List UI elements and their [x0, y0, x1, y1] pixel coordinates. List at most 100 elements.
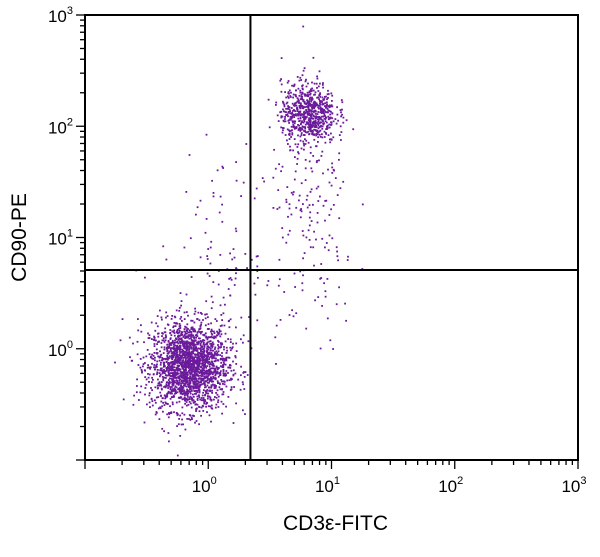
- data-point: [186, 391, 189, 393]
- data-point: [219, 335, 222, 338]
- data-point: [294, 126, 297, 129]
- data-point: [179, 386, 181, 389]
- data-point: [310, 99, 313, 102]
- data-point: [281, 236, 284, 239]
- data-point: [130, 359, 133, 362]
- data-point: [285, 102, 288, 105]
- data-point: [192, 382, 195, 385]
- data-point: [324, 111, 327, 113]
- data-point: [211, 341, 214, 344]
- data-point: [336, 113, 339, 116]
- data-point: [302, 274, 304, 277]
- data-point: [203, 342, 205, 344]
- data-point: [201, 354, 203, 357]
- data-point: [136, 353, 139, 356]
- data-point: [326, 103, 328, 106]
- data-point: [206, 328, 209, 330]
- data-point: [163, 363, 165, 366]
- data-point: [318, 98, 320, 101]
- data-point: [195, 334, 198, 337]
- data-point: [221, 412, 223, 415]
- data-point: [281, 165, 284, 168]
- data-point: [308, 224, 311, 227]
- data-point: [216, 389, 219, 392]
- data-point: [330, 110, 332, 113]
- data-point: [145, 355, 148, 358]
- data-point: [311, 126, 314, 128]
- data-point: [197, 355, 200, 358]
- data-point: [178, 350, 181, 352]
- data-point: [307, 130, 310, 133]
- data-point: [303, 134, 306, 136]
- data-point: [293, 178, 296, 181]
- data-point: [321, 305, 323, 307]
- data-point: [173, 351, 176, 354]
- data-point: [178, 329, 181, 332]
- data-point: [340, 139, 342, 141]
- data-point: [175, 353, 178, 356]
- data-point: [169, 361, 172, 364]
- data-point: [173, 381, 175, 383]
- data-point: [296, 110, 299, 112]
- data-point: [222, 361, 225, 364]
- data-point: [165, 395, 167, 398]
- data-point: [297, 134, 299, 137]
- data-point: [163, 394, 166, 397]
- data-point: [299, 139, 302, 142]
- data-point: [183, 413, 186, 416]
- data-point: [186, 344, 188, 347]
- data-point: [313, 230, 315, 233]
- data-point: [189, 419, 192, 421]
- data-point: [146, 366, 149, 369]
- data-point: [222, 296, 225, 299]
- data-point: [307, 126, 310, 129]
- data-point: [176, 353, 179, 356]
- data-point: [171, 388, 174, 391]
- data-point: [240, 338, 242, 341]
- data-point: [201, 340, 204, 342]
- data-point: [185, 401, 188, 403]
- data-point: [256, 255, 259, 257]
- data-point: [171, 351, 174, 354]
- data-point: [148, 394, 151, 397]
- data-point: [171, 379, 174, 382]
- data-point: [181, 363, 183, 365]
- data-point: [317, 96, 319, 99]
- data-point: [324, 96, 326, 98]
- data-point: [294, 170, 297, 173]
- data-point: [210, 398, 213, 401]
- data-point: [140, 330, 143, 333]
- data-point: [275, 363, 277, 365]
- data-point: [204, 324, 207, 327]
- data-point: [318, 70, 321, 73]
- data-point: [317, 90, 320, 92]
- data-point: [190, 390, 193, 392]
- data-point: [157, 341, 159, 343]
- data-point: [304, 117, 307, 120]
- data-point: [325, 133, 327, 135]
- data-point: [205, 375, 208, 378]
- data-point: [205, 336, 208, 339]
- data-point: [272, 176, 275, 179]
- data-point: [204, 400, 207, 403]
- data-point: [145, 378, 148, 381]
- data-point: [324, 290, 327, 293]
- data-point: [286, 101, 289, 104]
- data-point: [194, 349, 197, 352]
- data-point: [177, 423, 180, 426]
- data-point: [153, 338, 155, 341]
- data-point: [220, 344, 222, 346]
- data-point: [304, 80, 307, 83]
- data-point: [158, 356, 161, 358]
- data-point: [178, 364, 181, 367]
- data-point: [321, 107, 324, 110]
- data-point: [341, 113, 343, 116]
- data-point: [195, 381, 198, 383]
- data-point: [285, 107, 287, 110]
- data-point: [217, 341, 220, 343]
- data-point: [198, 390, 201, 393]
- data-point: [275, 101, 278, 104]
- data-point: [216, 393, 219, 396]
- data-point: [235, 268, 238, 270]
- data-point: [332, 204, 335, 206]
